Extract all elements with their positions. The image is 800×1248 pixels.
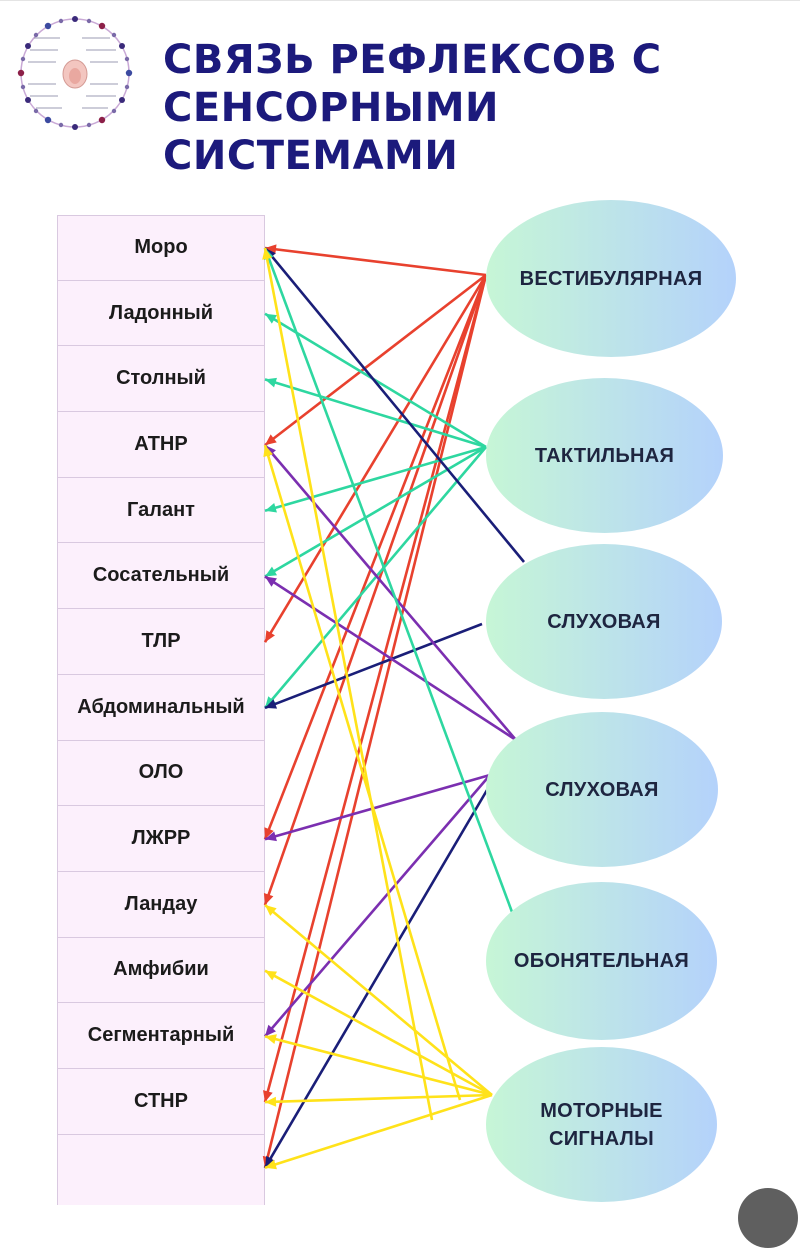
reflex-sucking: Сосательный [57,543,265,610]
link-arrow-1 [265,434,277,446]
link-line-0 [264,246,487,277]
link-line-4 [263,274,488,906]
page-title: СВЯЗЬ РЕФЛЕКСОВ С СЕНСОРНЫМИ СИСТЕМАМИ [163,36,800,180]
link-arrow-5 [263,1090,273,1103]
system-vestibular: ВЕСТИБУЛЯРНАЯ [486,200,736,357]
link-line-18 [263,784,492,1169]
link-line-17 [264,773,491,841]
reflex-tlr: ТЛР [57,609,265,675]
link-arrow-0 [265,244,277,255]
link-arrow-16 [265,576,277,587]
link-line-1 [264,273,487,447]
logo-icon [17,16,133,130]
link-arrow-17 [265,831,277,842]
link-arrow-23 [265,970,278,981]
link-arrow-22 [265,905,277,916]
reflex-amphibian: Амфибии [57,937,265,1004]
reflex-palmar: Ладонный [57,280,265,347]
link-line-5 [263,274,488,1103]
link-arrow-13 [265,699,278,709]
reflex-lzhrr: ЛЖРР [57,806,265,872]
link-arrow-8 [265,377,277,388]
link-arrow-18 [265,1155,275,1168]
link-line-22 [264,904,493,1096]
system-motor: МОТОРНЫЕ СИГНАЛЫ [486,1047,717,1202]
link-line-2 [263,274,488,643]
reflex-olo: ОЛО [57,740,265,807]
reflex-abdominal: Абдоминальный [57,674,265,741]
link-line-26 [264,1093,493,1170]
reflex-segmental: Сегментарный [57,1003,265,1069]
link-line-8 [264,378,487,449]
reflex-galant: Галант [57,477,265,544]
link-line-3 [263,274,488,840]
link-line-13 [264,622,483,710]
link-arrow-10 [265,566,278,577]
reflex-landau: Ландау [57,871,265,938]
link-arrow-26 [265,1159,278,1170]
link-arrow-20 [262,248,272,260]
reflex-list: Моро Ладонный Столный АТНР Галант Сосате… [57,215,265,1205]
link-line-15 [264,774,491,1038]
scroll-button[interactable] [738,1188,798,1248]
link-arrow-2 [265,630,275,643]
link-arrow-15 [265,1024,276,1037]
link-arrow-3 [264,827,274,840]
link-arrow-9 [265,502,277,513]
link-line-9 [264,445,487,513]
link-line-20 [263,247,434,1121]
connection-lines [262,244,526,1170]
link-arrow-7 [265,313,278,324]
title-line-2: СЕНСОРНЫМИ СИСТЕМАМИ [163,85,500,179]
link-line-23 [264,969,493,1097]
system-tactile: ТАКТИЛЬНАЯ [486,378,723,533]
link-line-25 [264,1093,493,1104]
link-arrow-4 [263,892,274,905]
link-line-10 [264,445,487,578]
link-line-19 [263,247,514,913]
system-olfactory: ОБОНЯТЕЛЬНАЯ [486,882,717,1040]
link-line-21 [263,444,462,1101]
system-auditory: СЛУХОВАЯ [486,544,722,699]
link-arrow-24 [265,1034,277,1044]
link-line-12 [263,247,526,563]
link-line-14 [264,444,517,741]
link-arrow-25 [265,1096,277,1107]
title-line-1: СВЯЗЬ РЕФЛЕКСОВ С [163,37,662,83]
reflex-stnr: СТНР [57,1068,265,1135]
reflex-plantar: Столный [57,346,265,413]
reflex-empty-row [57,1134,265,1205]
link-arrow-21 [263,445,273,458]
reflex-atnr: АТНР [57,412,265,478]
link-line-24 [264,1035,493,1097]
reflex-moro: Моро [57,215,265,281]
link-arrow-11 [265,696,276,708]
system-auditory-2: СЛУХОВАЯ [486,712,718,867]
link-line-11 [264,446,487,709]
top-divider [0,0,800,1]
link-line-6 [263,274,488,1169]
link-line-16 [264,575,517,742]
